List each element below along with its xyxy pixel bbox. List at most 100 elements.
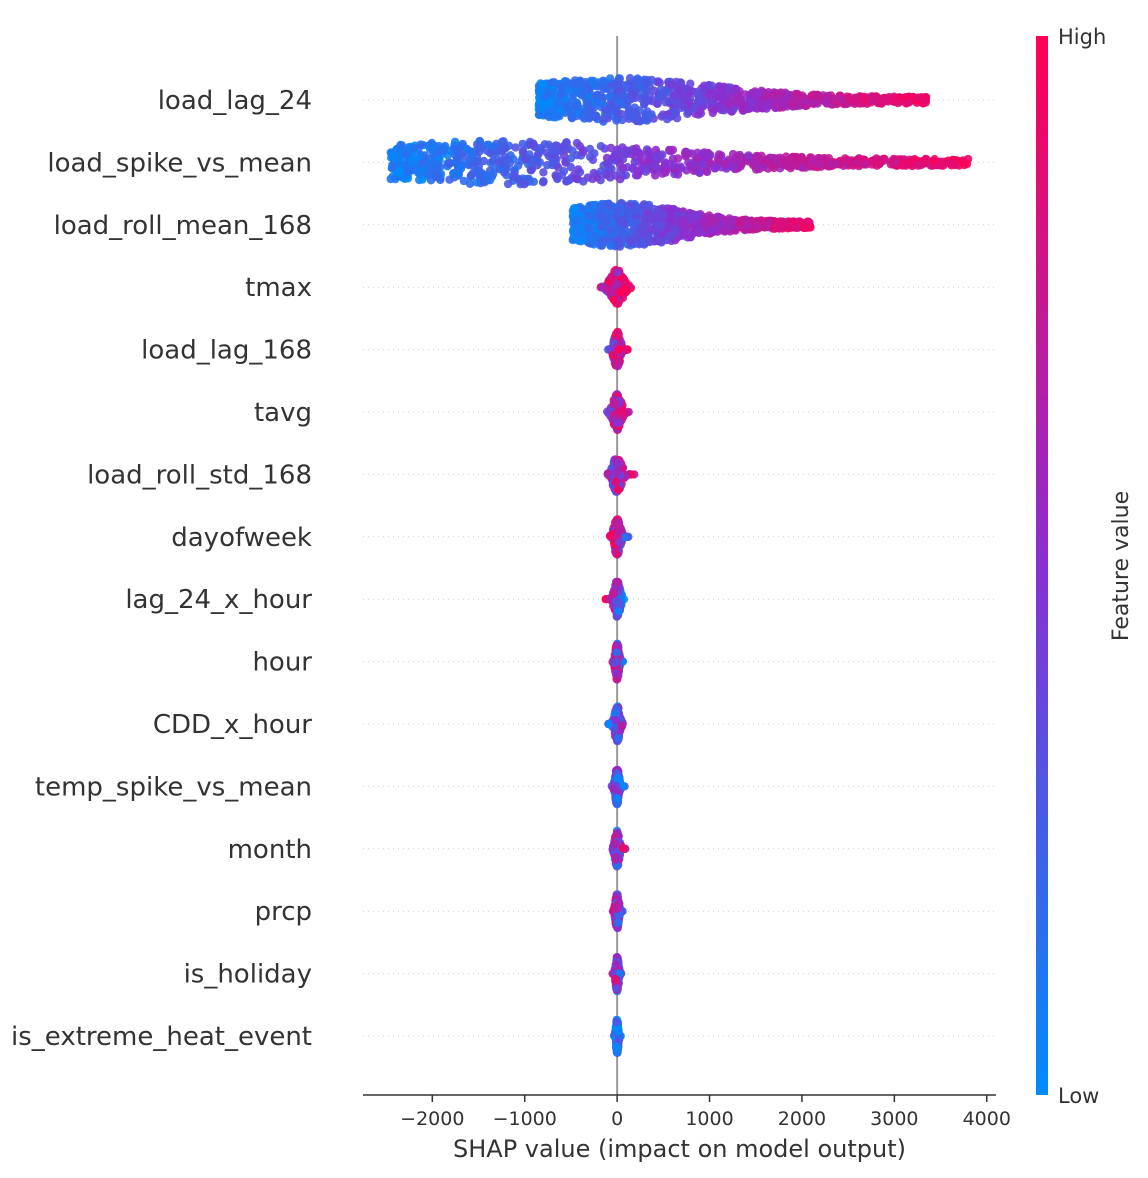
- shap-point: [666, 214, 676, 223]
- shap-point: [564, 176, 574, 185]
- shap-point: [501, 163, 510, 172]
- shap-point: [615, 538, 624, 547]
- feature-points: [608, 639, 628, 684]
- shap-point: [616, 288, 625, 298]
- shap-point: [614, 606, 623, 616]
- shap-point: [633, 74, 642, 83]
- shap-point: [612, 794, 622, 803]
- shap-point: [388, 161, 397, 170]
- shap-point: [762, 222, 771, 231]
- shap-point: [615, 459, 624, 468]
- shap-point: [549, 158, 558, 167]
- shap-point: [613, 206, 623, 215]
- shap-point: [693, 210, 703, 220]
- shap-point: [416, 140, 425, 149]
- shap-point: [714, 150, 724, 159]
- feature-label: tmax: [245, 273, 312, 303]
- colorbar-title: Feature value: [1109, 491, 1134, 641]
- shap-point: [717, 88, 727, 97]
- shap-point: [616, 175, 625, 184]
- shap-point: [526, 166, 536, 175]
- shap-point: [611, 547, 620, 556]
- shap-point: [474, 142, 484, 152]
- feature-label: temp_spike_vs_mean: [35, 772, 312, 802]
- shap-point: [407, 158, 416, 168]
- x-tick-label: 1000: [685, 1108, 733, 1130]
- x-tick-label: 4000: [963, 1108, 1011, 1130]
- feature-label: is_holiday: [184, 960, 312, 990]
- feature-label: lag_24_x_hour: [125, 585, 312, 615]
- shap-points: [386, 74, 973, 1058]
- shap-point: [574, 165, 583, 174]
- shap-point: [612, 477, 621, 487]
- shap-point: [571, 174, 580, 183]
- shap-point: [586, 235, 596, 244]
- shap-point: [509, 155, 518, 164]
- shap-point: [551, 171, 560, 180]
- shap-point: [687, 216, 696, 225]
- shap-point: [458, 139, 467, 149]
- shap-point: [585, 114, 594, 123]
- shap-point: [613, 467, 622, 476]
- shap-point: [707, 81, 716, 90]
- shap-point: [396, 167, 405, 176]
- shap-point: [707, 216, 716, 226]
- shap-point: [670, 161, 679, 170]
- shap-point: [575, 142, 585, 151]
- shap-point: [710, 164, 720, 173]
- shap-point: [518, 146, 528, 155]
- shap-point: [605, 92, 614, 102]
- shap-point: [733, 151, 742, 160]
- shap-point: [609, 399, 619, 409]
- shap-point: [707, 98, 716, 108]
- shap-point: [763, 100, 772, 110]
- shap-point: [614, 773, 623, 783]
- shap-point: [446, 158, 455, 168]
- shap-point: [683, 109, 692, 119]
- shap-point: [724, 100, 733, 109]
- shap-point: [604, 284, 613, 293]
- shap-point: [670, 225, 679, 234]
- shap-point: [659, 211, 668, 220]
- shap-point: [655, 78, 664, 87]
- shap-point: [921, 155, 930, 165]
- shap-point: [726, 222, 735, 232]
- shap-point: [529, 140, 538, 149]
- shap-point: [614, 734, 623, 743]
- shap-point: [608, 350, 617, 360]
- shap-point: [612, 116, 621, 125]
- shap-point: [585, 105, 594, 114]
- shap-point: [529, 177, 538, 186]
- feature-points: [603, 455, 639, 496]
- shap-point: [465, 179, 475, 188]
- shap-point: [661, 98, 670, 107]
- shap-point: [571, 215, 580, 224]
- shap-point: [862, 160, 871, 169]
- shap-point: [792, 152, 801, 162]
- feature-label: load_spike_vs_mean: [47, 148, 312, 178]
- shap-point: [625, 208, 635, 217]
- shap-point: [615, 159, 624, 168]
- shap-point: [613, 268, 622, 277]
- shap-point: [763, 91, 772, 100]
- feature-points: [607, 765, 629, 809]
- shap-point: [677, 103, 686, 113]
- shap-point: [665, 207, 675, 217]
- shap-point: [538, 178, 548, 187]
- shap-point: [609, 784, 618, 793]
- shap-point: [615, 418, 624, 428]
- shap-point: [600, 144, 609, 153]
- shap-point: [693, 148, 702, 157]
- feature-points: [604, 327, 632, 371]
- x-axis-ticks: −2000 −1000 0 1000 2000 3000 4000: [400, 1095, 1011, 1130]
- shap-point: [611, 839, 620, 849]
- shap-point: [571, 79, 580, 88]
- shap-point: [716, 103, 726, 113]
- shap-point: [616, 406, 626, 416]
- shap-point: [574, 236, 583, 245]
- feature-points: [601, 577, 629, 621]
- shap-point: [902, 92, 911, 102]
- shap-point: [815, 154, 824, 163]
- shap-point: [535, 158, 545, 167]
- shap-point: [612, 1042, 622, 1051]
